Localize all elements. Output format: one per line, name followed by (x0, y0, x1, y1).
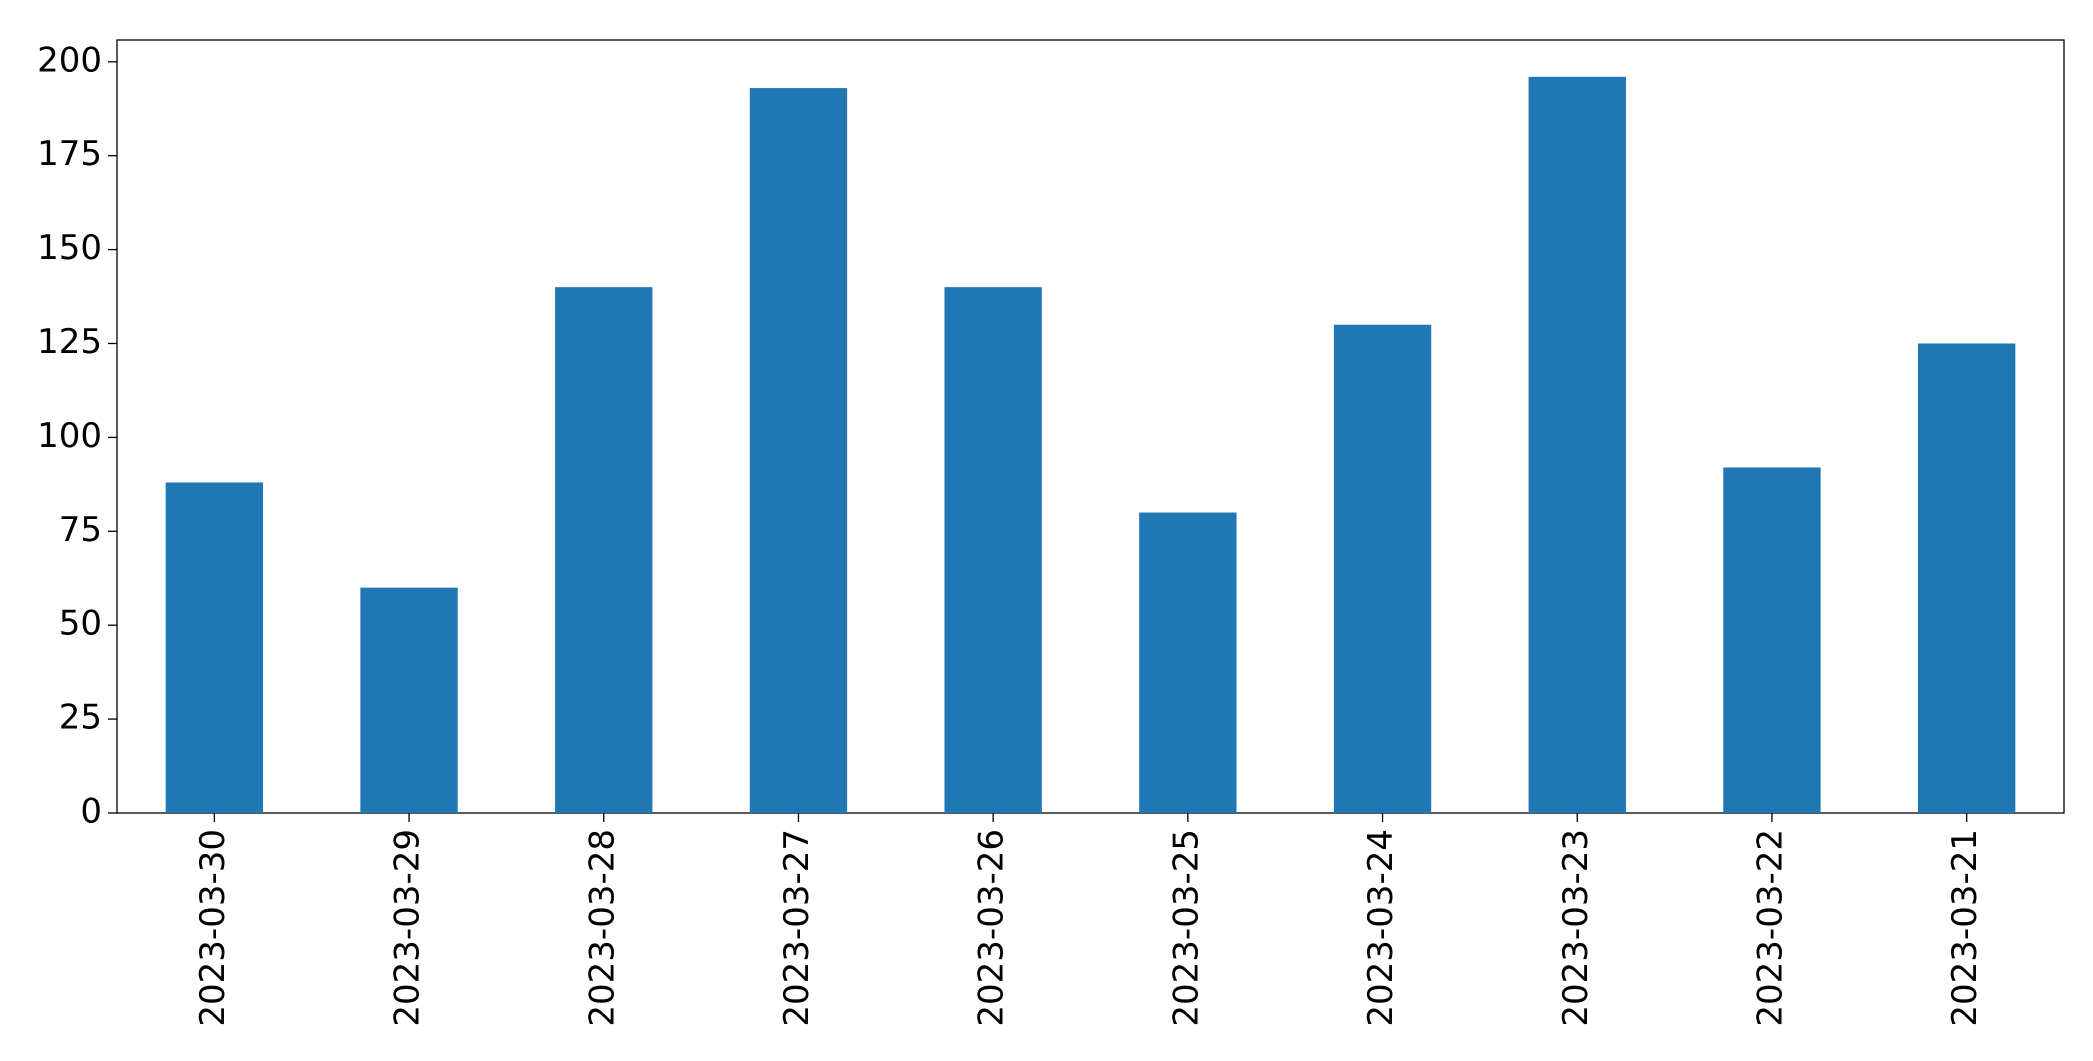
bar (944, 287, 1042, 813)
bar (165, 482, 264, 813)
x-tick-label: 2023-03-25 (1166, 829, 1206, 1027)
x-tick-label: 2023-03-28 (582, 829, 622, 1027)
bar (749, 88, 848, 813)
y-tick-label: 125 (37, 322, 102, 362)
y-tick-label: 200 (37, 40, 102, 80)
x-tick-label: 2023-03-22 (1750, 829, 1790, 1027)
bar (1333, 324, 1432, 813)
y-tick-label: 75 (59, 510, 102, 550)
x-tick-label: 2023-03-24 (1361, 829, 1401, 1027)
y-tick-label: 175 (37, 134, 102, 174)
x-tick-label: 2023-03-26 (972, 829, 1012, 1027)
y-tick-label: 0 (80, 792, 102, 832)
x-tick-label: 2023-03-23 (1556, 829, 1596, 1027)
bar (555, 287, 653, 813)
bar (1528, 76, 1626, 814)
bar (360, 587, 458, 813)
x-tick-label: 2023-03-27 (777, 829, 817, 1027)
axes-frame (116, 39, 2065, 814)
x-tick-label: 2023-03-21 (1945, 829, 1985, 1027)
bar (1723, 467, 1821, 813)
bar (1139, 512, 1237, 813)
y-tick-label: 150 (37, 228, 102, 268)
bar (1917, 343, 2016, 813)
y-tick-label: 50 (59, 604, 102, 644)
y-tick-label: 100 (37, 416, 102, 456)
y-tick-label: 25 (59, 698, 102, 738)
x-tick-label: 2023-03-30 (193, 829, 233, 1027)
x-tick-label: 2023-03-29 (388, 829, 428, 1027)
